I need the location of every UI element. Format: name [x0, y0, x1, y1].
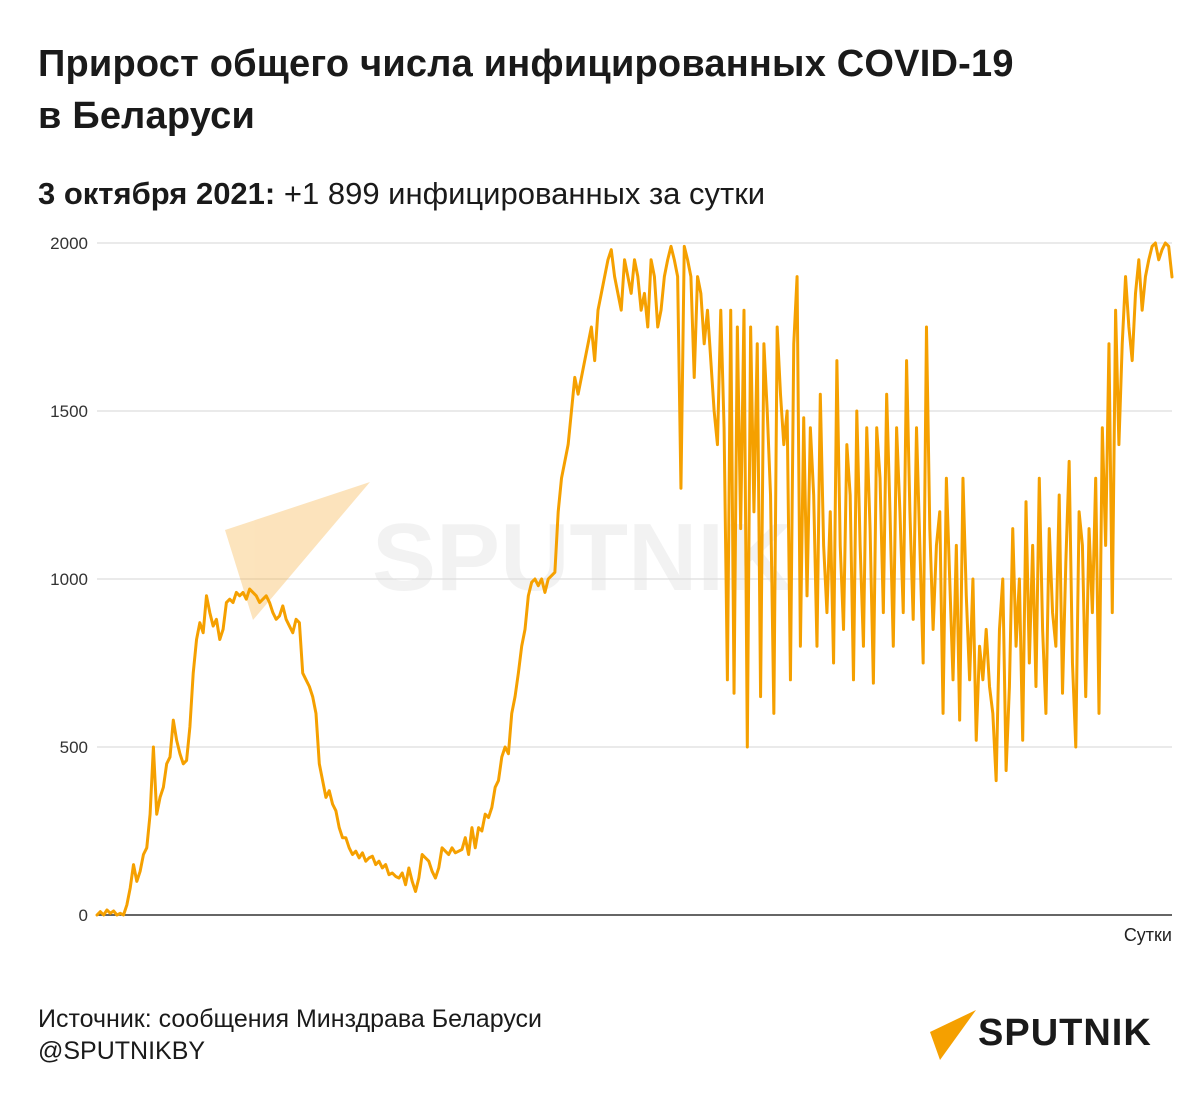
y-tick-label: 500: [60, 738, 88, 757]
y-axis-ticks: 0 500 1000 1500 2000: [50, 234, 88, 925]
sputnik-logo: SPUTNIK: [926, 1008, 1171, 1064]
source-text: Источник: сообщения Минздрава Беларуси: [38, 1005, 543, 1033]
footer: Источник: сообщения Минздрава Беларуси @…: [38, 1003, 542, 1067]
line-chart: SPUTNIK 0 500 1000 1500 2000 Сутки: [50, 234, 1174, 945]
y-tick-label: 2000: [50, 234, 88, 253]
watermark: SPUTNIK: [225, 482, 793, 620]
subtitle-date: 3 октября 2021:: [38, 176, 276, 211]
logo-text: SPUTNIK: [978, 1012, 1152, 1054]
series-group: [95, 241, 1174, 917]
chart-title: Прирост общего числа инфицированных COVI…: [38, 43, 1014, 137]
x-axis-label: Сутки: [1124, 925, 1172, 945]
sputnik-logo-icon: [930, 1010, 976, 1060]
watermark-text: SPUTNIK: [372, 504, 793, 611]
chart-subtitle: 3 октября 2021: +1 899 инфицированных за…: [38, 176, 765, 212]
social-handle: @SPUTNIKBY: [38, 1037, 206, 1065]
subtitle-text: +1 899 инфицированных за сутки: [283, 176, 766, 211]
gridlines: [97, 242, 1172, 916]
y-tick-label: 1500: [50, 402, 88, 421]
y-tick-label: 1000: [50, 570, 88, 589]
y-tick-label: 0: [79, 906, 88, 925]
series-line-0: [95, 241, 1174, 917]
watermark-logo-icon: [225, 482, 370, 620]
